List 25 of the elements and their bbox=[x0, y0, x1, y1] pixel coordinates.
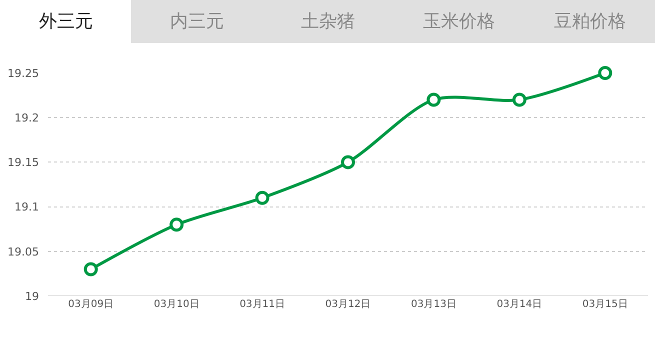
x-tick-label: 03月13日 bbox=[410, 299, 456, 310]
y-tick-label: 19.25 bbox=[8, 66, 39, 80]
point bbox=[84, 262, 98, 276]
x-tick-label: 03月11日 bbox=[240, 299, 286, 310]
y-tick-label: 19.05 bbox=[8, 245, 39, 258]
point bbox=[598, 66, 612, 80]
x-tick-label: 03月10日 bbox=[154, 299, 200, 310]
y-tick-label: 19.1 bbox=[14, 200, 39, 214]
point bbox=[170, 218, 184, 232]
x-tick-label: 03月12日 bbox=[325, 299, 371, 310]
text: 玉米价格 bbox=[423, 11, 495, 32]
point bbox=[341, 155, 355, 170]
point bbox=[512, 92, 526, 107]
point bbox=[255, 190, 270, 205]
text: 土杂猪 bbox=[301, 11, 355, 32]
y-tick-label: 19 bbox=[25, 290, 39, 303]
text: 豆粕价格 bbox=[554, 11, 626, 32]
text: 外三元 bbox=[39, 11, 93, 32]
y-tick-label: 19.2 bbox=[14, 111, 39, 124]
x-tick-label: 03月15日 bbox=[582, 299, 628, 310]
text: 内三元 bbox=[170, 11, 224, 32]
x-tick-label: 03月14日 bbox=[496, 299, 542, 310]
x-tick-label: 03月09日 bbox=[68, 299, 114, 310]
y-tick-label: 19.15 bbox=[8, 156, 39, 170]
point bbox=[426, 92, 441, 107]
